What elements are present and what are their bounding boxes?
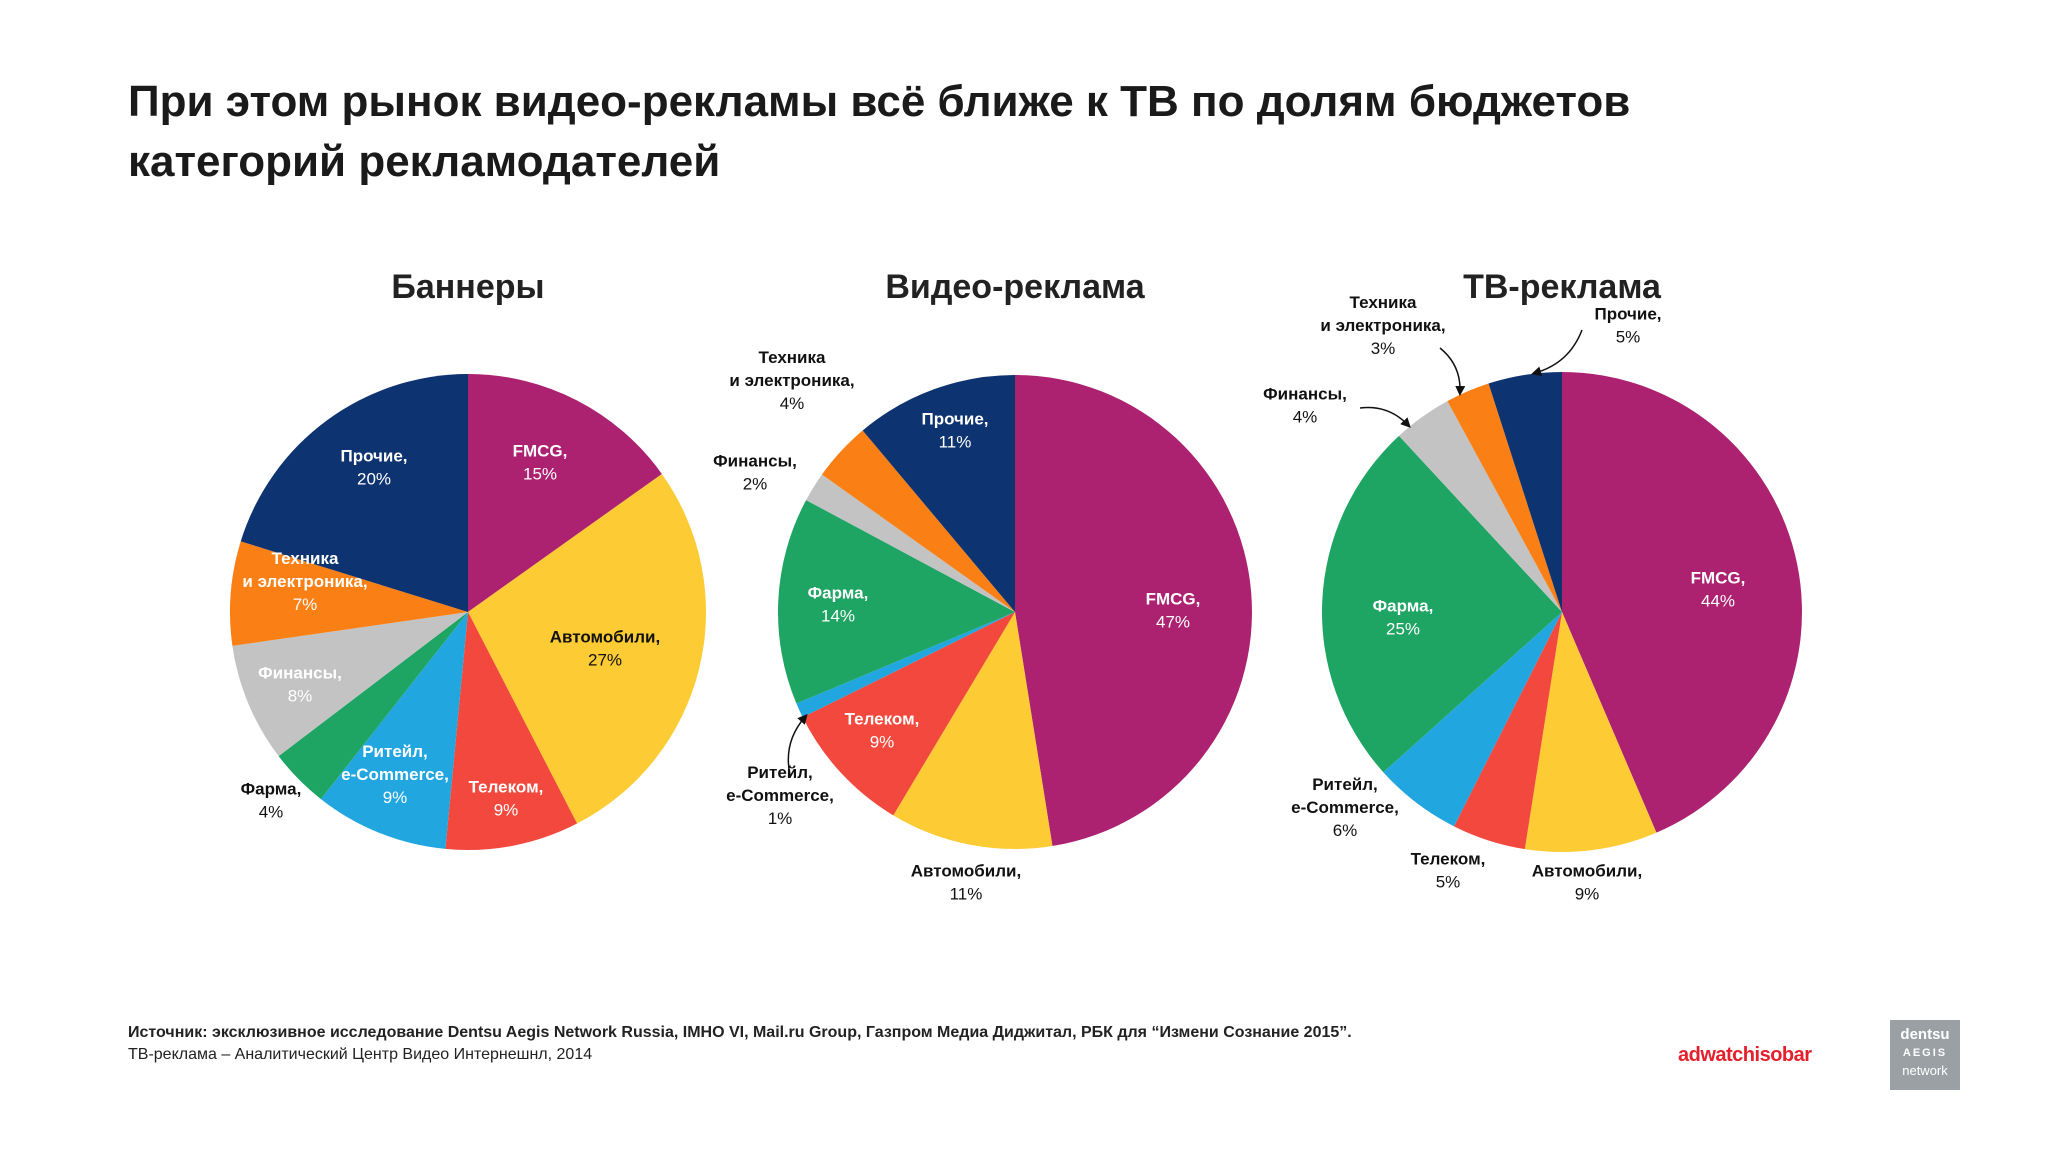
source-line: Источник: эксклюзивное исследование Dent… <box>128 1022 1352 1044</box>
slice-label-fmcg: FMCG, 47% <box>1146 590 1201 632</box>
slice-label-finance: Финансы, 2% <box>713 452 797 494</box>
pie-slice-pharma <box>778 500 1015 704</box>
slice-label-pharma: Фарма, 25% <box>1373 597 1434 639</box>
slice-label-retail: Ритейл, e-Commerce, 9% <box>341 742 449 807</box>
pie-slice-tech <box>229 541 468 646</box>
leader-arrow-finance <box>1359 406 1411 428</box>
adwatch-logo-text: adwatch <box>1678 1044 1755 1066</box>
pie-slice-auto <box>893 612 1053 849</box>
slice-label-fmcg: FMCG, 44% <box>1691 569 1746 611</box>
slice-label-tech: Техника и электроника, 4% <box>729 348 854 413</box>
pie-slice-retail <box>1383 612 1562 827</box>
page-title-line2: категорий рекламодателей <box>128 137 721 186</box>
pie-slice-auto <box>1524 612 1657 852</box>
slice-label-telecom: Телеком, 5% <box>1411 850 1486 892</box>
slice-label-other: Прочие, 5% <box>1594 305 1661 347</box>
slice-label-other: Прочие, 20% <box>340 447 407 489</box>
pie-slice-finance <box>232 612 468 757</box>
slice-label-telecom: Телеком, 9% <box>845 710 920 752</box>
pie-slice-tech <box>821 430 1015 612</box>
pie-slice-retail <box>320 612 468 849</box>
pie-slice-retail <box>796 612 1015 718</box>
tv-note: ТВ-реклама – Аналитический Центр Видео И… <box>128 1046 593 1063</box>
slice-label-other: Прочие, 11% <box>921 410 988 452</box>
slice-label-retail: Ритейл, e-Commerce, 6% <box>1291 775 1399 840</box>
pie-slice-tech <box>1447 383 1562 612</box>
slice-label-auto: Автомобили, 27% <box>550 628 660 670</box>
leader-arrow-tech <box>1439 347 1466 396</box>
slice-label-pharma: Фарма, 14% <box>808 584 869 626</box>
pie-slice-finance <box>806 474 1015 612</box>
slice-label-auto: Автомобили, 9% <box>1532 862 1642 904</box>
slice-label-tech: Техника и электроника, 7% <box>242 549 367 614</box>
slice-label-auto: Автомобили, 11% <box>911 862 1021 904</box>
leader-arrow-retail <box>787 713 808 776</box>
adwatch-isobar-logo: adwatchisobar <box>1678 1044 1812 1067</box>
source-text: : эксклюзивное исследование Dentsu Aegis… <box>202 1024 1352 1041</box>
dentsu-logo-line3: network <box>1902 1063 1948 1078</box>
page-title: При этом рынок видео-рекламы всё ближе к… <box>128 72 1888 192</box>
dentsu-logo-line1: dentsu <box>1900 1026 1950 1043</box>
pie-chart-3: ТВ-реклама FMCG, 44% Автомобили, 9% Телеком, 5… <box>1263 268 1802 904</box>
chart-title: Видео-реклама <box>885 268 1145 306</box>
pie-chart-2: Видео-реклама FMCG, 47% Автомобили, 11% Телек… <box>713 268 1252 904</box>
slice-label-telecom: Телеком, 9% <box>469 778 544 820</box>
pie-slice-other <box>240 373 468 612</box>
isobar-logo-text: isobar <box>1754 1044 1813 1066</box>
pie-slice-finance <box>1399 401 1562 612</box>
pie-slice-auto <box>468 473 706 824</box>
pie-slice-fmcg <box>1562 372 1802 833</box>
pie-slice-telecom <box>1454 612 1562 850</box>
page-title-line1: При этом рынок видео-рекламы всё ближе к… <box>128 77 1631 126</box>
chart-title: ТВ-реклама <box>1463 268 1662 306</box>
slice-label-finance: Финансы, 8% <box>258 664 342 706</box>
slice-label-finance: Финансы, 4% <box>1263 385 1347 427</box>
pie-slice-telecom <box>802 612 1015 816</box>
slice-label-fmcg: FMCG, 15% <box>513 442 568 484</box>
pie-slice-fmcg <box>468 374 662 612</box>
pie-slice-pharma <box>278 612 468 800</box>
dentsu-logo-line2: AEGIS <box>1902 1047 1948 1059</box>
source-label: Источник <box>128 1024 203 1041</box>
slice-label-pharma: Фарма, 4% <box>241 780 302 822</box>
pie-slice-fmcg <box>1015 375 1252 847</box>
chart-title: Баннеры <box>391 268 544 306</box>
pie-slice-telecom <box>445 612 578 850</box>
dentsu-aegis-logo: dentsu AEGIS network <box>1890 1020 1960 1090</box>
pie-chart-1: Баннеры FMCG, 15% Автомобили, 27% Телеком, 9% Р… <box>229 268 706 850</box>
leader-arrow-other <box>1531 329 1583 377</box>
pie-slice-other <box>862 375 1015 612</box>
pie-slice-pharma <box>1322 435 1562 773</box>
slice-label-retail: Ритейл, e-Commerce, 1% <box>726 763 834 828</box>
footer: Источник: эксклюзивное исследование Dent… <box>128 1022 1352 1066</box>
pie-slice-other <box>1488 372 1562 612</box>
slice-label-tech: Техника и электроника, 3% <box>1320 293 1445 358</box>
